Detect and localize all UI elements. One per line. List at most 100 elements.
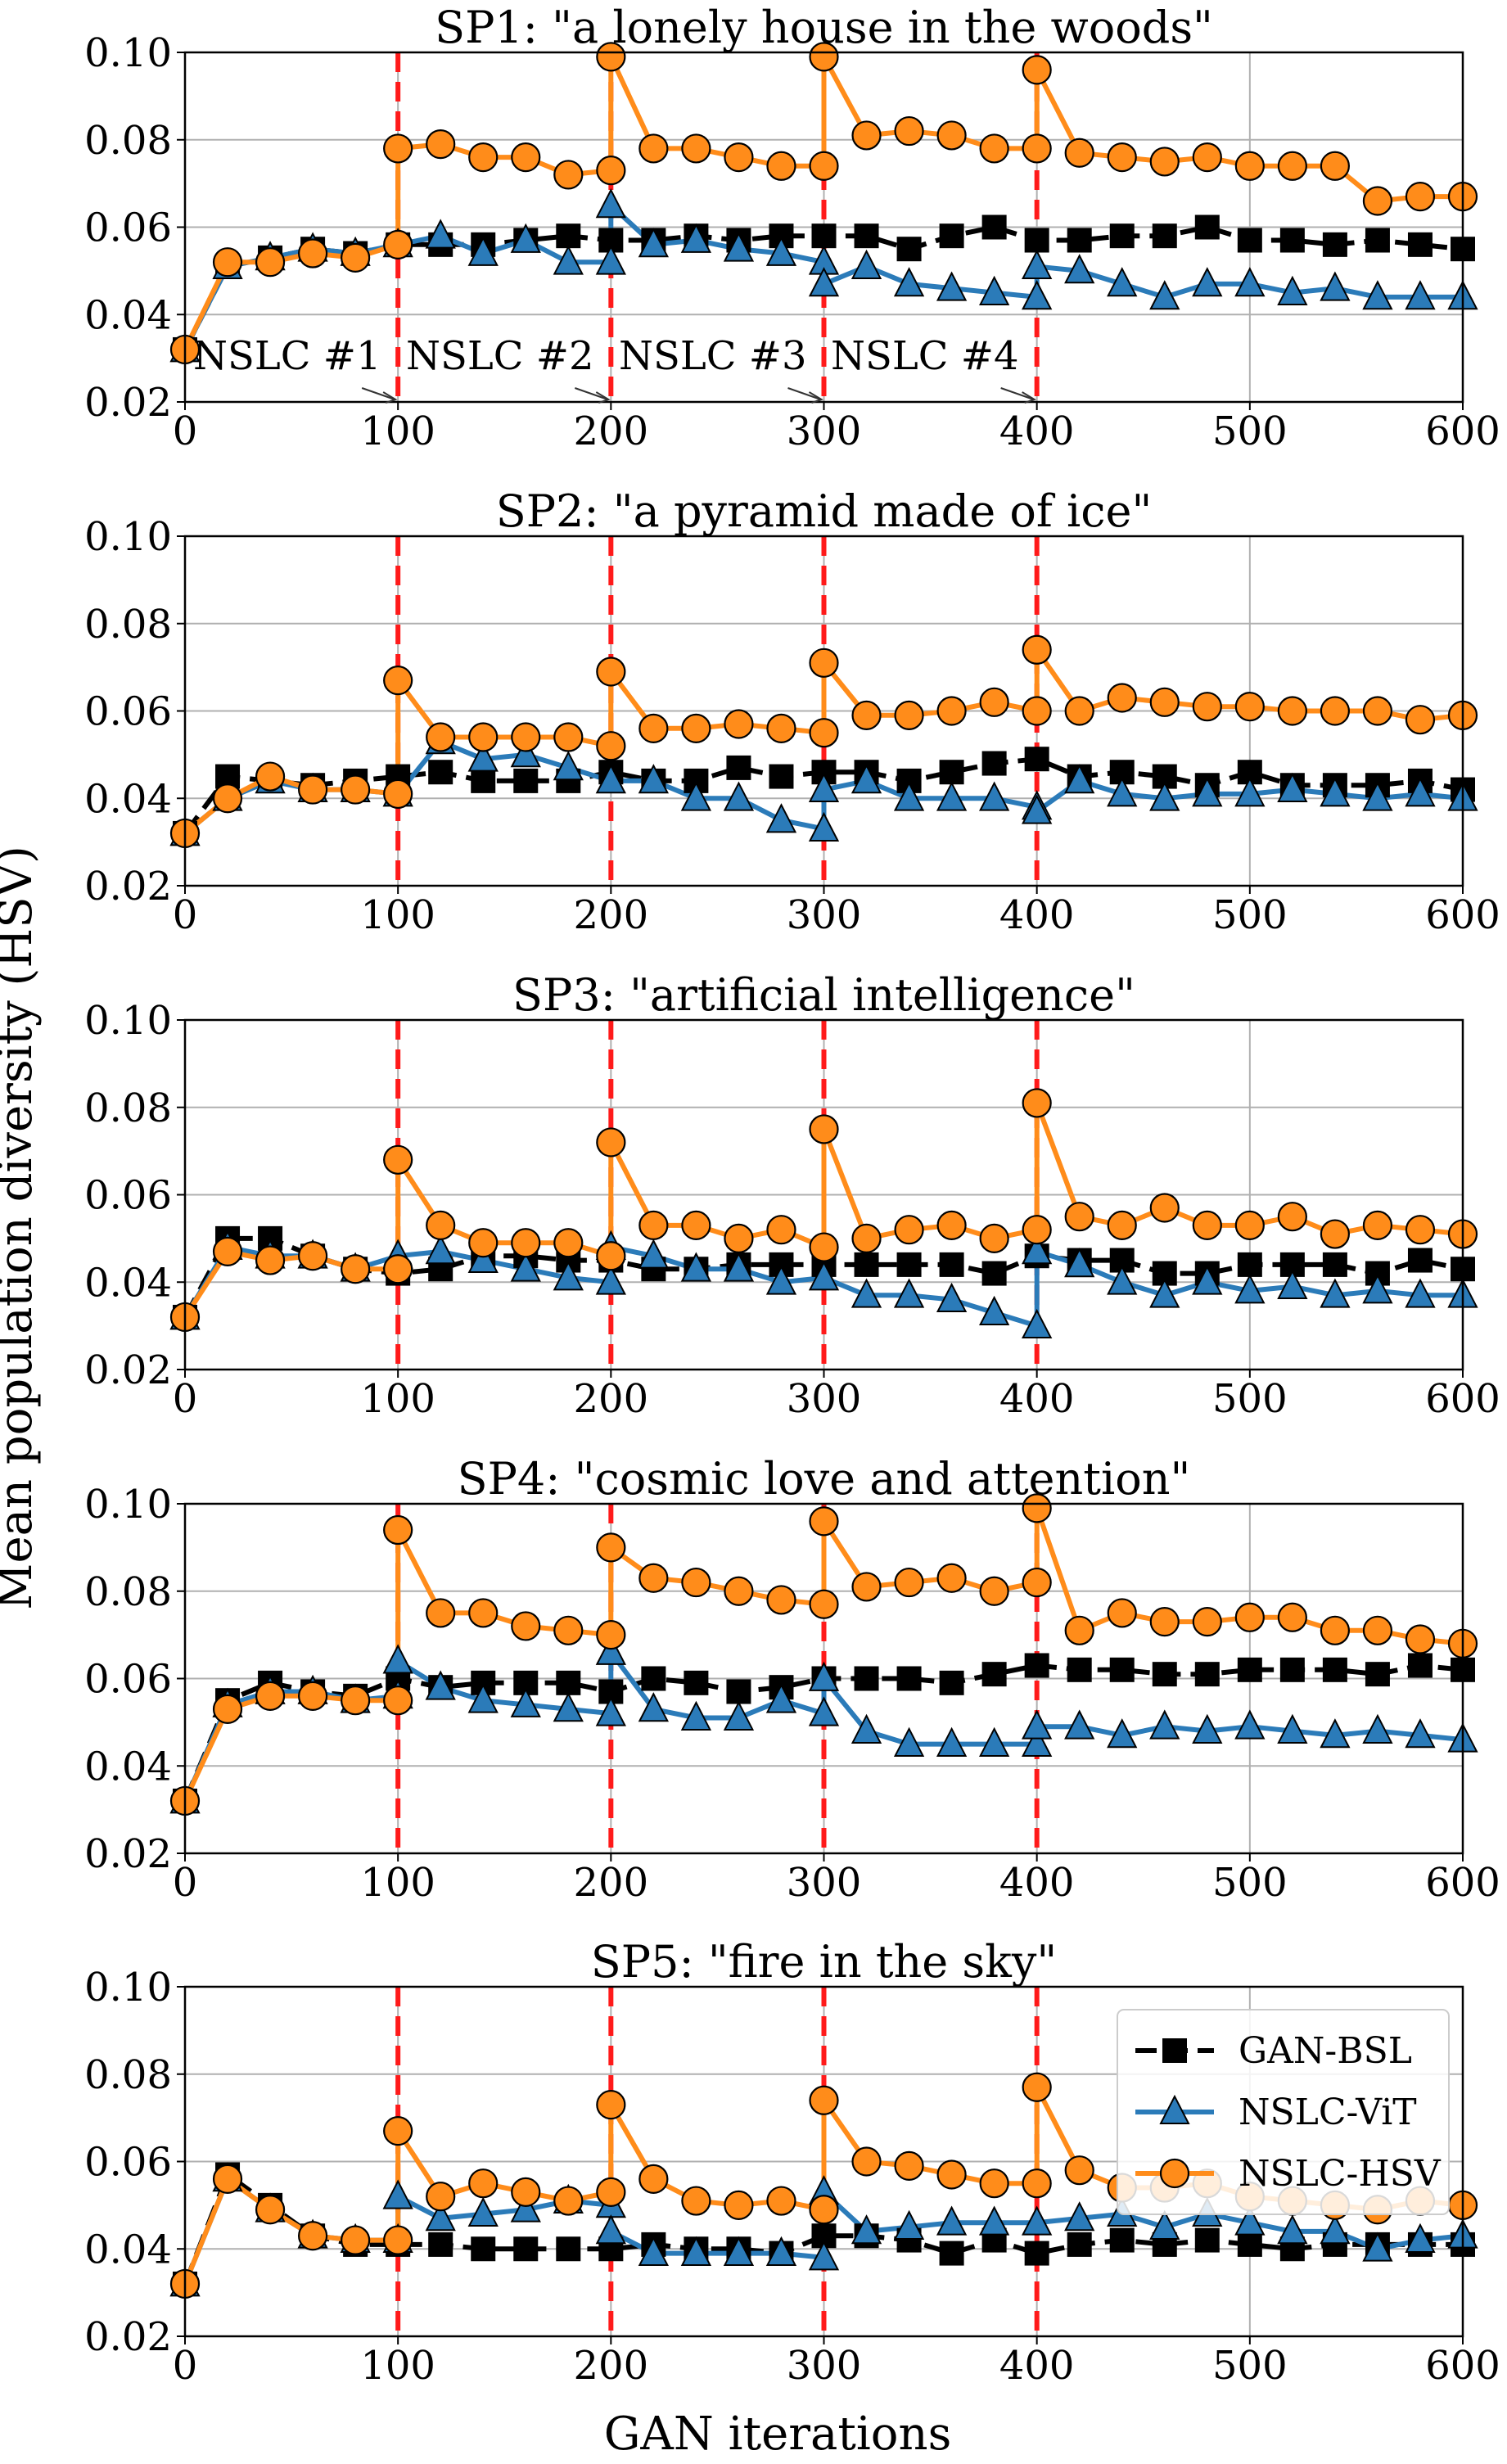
marker-nslc-vit <box>1320 2214 1351 2245</box>
marker-nslc-hsv <box>298 1681 328 1711</box>
marker-nslc-vit <box>595 245 626 275</box>
marker-nslc-hsv <box>809 151 839 181</box>
marker-nslc-vit <box>765 803 797 833</box>
marker-nslc-hsv <box>596 657 626 687</box>
marker-nslc-vit <box>595 1635 626 1665</box>
marker-nslc-vit <box>425 1234 456 1265</box>
y-tick-label: 0.02 <box>84 2314 172 2360</box>
marker-gan-bsl <box>769 764 794 789</box>
y-tick-label: 0.06 <box>84 1173 172 1219</box>
marker-gan-bsl <box>641 1666 666 1691</box>
y-tick-label: 0.08 <box>84 1085 172 1131</box>
marker-nslc-vit <box>723 1700 755 1731</box>
annotation-arrowhead <box>1022 391 1037 404</box>
marker-nslc-hsv <box>1362 186 1393 216</box>
marker-nslc-vit <box>1320 1718 1351 1749</box>
marker-nslc-hsv <box>298 774 328 805</box>
y-tick-label: 0.04 <box>84 1744 172 1789</box>
x-tick-label: 300 <box>787 1860 862 1906</box>
marker-nslc-hsv <box>553 1228 584 1258</box>
marker-nslc-hsv <box>468 1228 499 1258</box>
marker-nslc-vit <box>510 738 541 768</box>
marker-nslc-hsv <box>1149 1193 1180 1223</box>
marker-nslc-hsv <box>298 2221 328 2251</box>
x-tick-label: 500 <box>1212 408 1288 454</box>
marker-nslc-hsv <box>1022 55 1052 85</box>
marker-nslc-hsv <box>851 1223 882 1253</box>
marker-nslc-hsv <box>1107 683 1137 713</box>
y-tick-label: 0.08 <box>84 1569 172 1615</box>
marker-nslc-vit <box>851 764 882 794</box>
marker-nslc-vit <box>1107 267 1138 297</box>
marker-nslc-hsv <box>681 1567 711 1598</box>
marker-gan-bsl <box>1067 1657 1092 1682</box>
marker-gan-bsl <box>1109 2227 1135 2253</box>
marker-nslc-hsv <box>212 2164 243 2194</box>
x-tick-label: 600 <box>1425 1860 1500 1906</box>
marker-nslc-vit <box>1320 271 1351 301</box>
marker-gan-bsl <box>556 2236 581 2262</box>
marker-nslc-vit <box>680 1700 712 1731</box>
marker-nslc-vit <box>1277 772 1308 802</box>
marker-nslc-hsv <box>1022 696 1052 726</box>
y-tick-label: 0.02 <box>84 1347 172 1393</box>
marker-nslc-vit <box>467 2196 499 2227</box>
marker-nslc-hsv <box>383 1254 413 1284</box>
y-tick-label: 0.08 <box>84 602 172 648</box>
marker-nslc-hsv <box>809 718 839 748</box>
marker-gan-bsl <box>513 2236 539 2262</box>
x-tick-label: 0 <box>173 892 198 938</box>
marker-gan-bsl <box>513 768 539 793</box>
marker-nslc-vit <box>467 742 499 772</box>
marker-nslc-hsv <box>766 1215 796 1245</box>
marker-nslc-hsv <box>1405 1624 1436 1654</box>
marker-nslc-vit <box>1192 267 1223 297</box>
marker-gan-bsl <box>1365 1662 1390 1687</box>
marker-nslc-hsv <box>681 2186 711 2216</box>
nslc-annotation: NSLC #2 <box>406 333 594 379</box>
marker-gan-bsl <box>854 1666 879 1691</box>
marker-nslc-vit <box>1277 1269 1308 1299</box>
marker-nslc-vit <box>723 2236 755 2266</box>
marker-nslc-vit <box>1234 1274 1266 1304</box>
marker-nslc-hsv <box>979 687 1009 717</box>
marker-nslc-vit <box>1320 1278 1351 1308</box>
marker-nslc-hsv <box>383 1144 413 1175</box>
marker-nslc-hsv <box>1022 634 1052 665</box>
x-tick-label: 600 <box>1425 892 1500 938</box>
marker-nslc-vit <box>1149 2209 1180 2240</box>
marker-gan-bsl <box>1194 2227 1220 2253</box>
marker-nslc-vit <box>1277 275 1308 305</box>
legend-marker <box>1159 2094 1190 2124</box>
y-tick-label: 0.06 <box>84 1657 172 1703</box>
marker-gan-bsl <box>896 1252 922 1277</box>
marker-nslc-hsv <box>298 1241 328 1271</box>
marker-nslc-vit <box>851 2214 882 2245</box>
marker-gan-bsl <box>769 223 794 249</box>
marker-nslc-hsv <box>851 700 882 730</box>
marker-nslc-vit <box>1192 1713 1223 1744</box>
marker-nslc-hsv <box>894 1215 924 1245</box>
marker-nslc-vit <box>1405 280 1436 310</box>
marker-nslc-hsv <box>596 2177 626 2207</box>
marker-nslc-vit <box>638 228 670 258</box>
marker-nslc-hsv <box>1149 687 1180 717</box>
marker-nslc-hsv <box>1064 1615 1094 1645</box>
marker-nslc-hsv <box>383 133 413 164</box>
marker-nslc-hsv <box>1277 1602 1307 1632</box>
marker-nslc-hsv <box>936 1563 967 1593</box>
marker-nslc-vit <box>893 1278 925 1308</box>
panel-title: SP4: "cosmic love and attention" <box>458 1453 1191 1505</box>
marker-nslc-vit <box>1022 1234 1053 1265</box>
marker-nslc-vit <box>1149 1709 1180 1740</box>
x-tick-label: 400 <box>999 1376 1075 1422</box>
y-tick-label: 0.10 <box>84 1965 172 2010</box>
marker-gan-bsl <box>1024 747 1049 772</box>
marker-nslc-vit <box>1107 777 1138 807</box>
marker-nslc-hsv <box>1064 696 1094 726</box>
x-tick-label: 100 <box>360 408 435 454</box>
marker-gan-bsl <box>1322 232 1347 257</box>
marker-nslc-hsv <box>468 142 499 173</box>
y-tick-label: 0.02 <box>84 1831 172 1877</box>
